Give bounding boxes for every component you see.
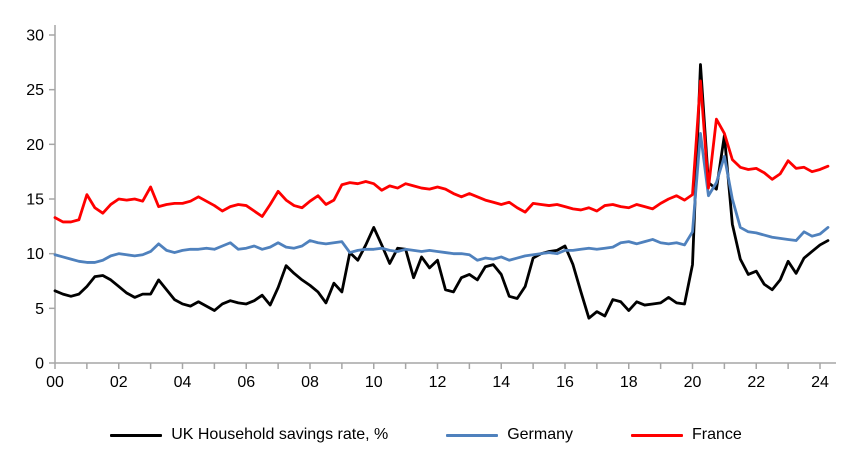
legend-item-germany: Germany xyxy=(446,426,573,444)
x-axis-tick-label: 24 xyxy=(811,374,829,391)
x-axis-tick-label: 18 xyxy=(620,374,638,391)
x-axis-tick-label: 04 xyxy=(174,374,192,391)
x-axis-tick-label: 08 xyxy=(301,374,319,391)
chart-legend: UK Household savings rate, % Germany Fra… xyxy=(0,426,852,444)
x-axis-tick-label: 16 xyxy=(556,374,574,391)
x-axis-tick-label: 02 xyxy=(110,374,128,391)
x-axis-tick-label: 14 xyxy=(492,374,510,391)
legend-line-uk-swatch xyxy=(110,433,163,437)
x-axis-tick-label: 10 xyxy=(365,374,383,391)
legend-item-uk: UK Household savings rate, % xyxy=(110,426,388,444)
legend-label-germany: Germany xyxy=(507,426,573,443)
legend-line-germany-swatch xyxy=(446,433,499,437)
y-axis-tick-label: 20 xyxy=(26,137,44,154)
x-axis-tick-label: 20 xyxy=(684,374,702,391)
y-axis-tick-label: 5 xyxy=(35,301,44,318)
legend-item-france: France xyxy=(631,426,742,444)
y-axis-tick-label: 0 xyxy=(35,356,44,373)
y-axis-tick-label: 30 xyxy=(26,28,44,45)
legend-label-uk: UK Household savings rate, % xyxy=(171,426,389,443)
x-axis-tick-label: 22 xyxy=(747,374,765,391)
y-axis-tick-label: 25 xyxy=(26,82,44,99)
legend-label-france: France xyxy=(692,426,742,443)
legend-line-france-swatch xyxy=(631,433,683,437)
y-axis-tick-label: 15 xyxy=(26,192,44,209)
x-axis-tick-label: 00 xyxy=(46,374,64,391)
y-axis-tick-label: 10 xyxy=(26,246,44,263)
series-line-france xyxy=(53,79,830,224)
chart-plot-area: 0 5 10 15 20 25 30 00 02 04 06 08 10 12 14 16 18 20 22 24 xyxy=(26,25,836,391)
x-axis-tick-label: 06 xyxy=(237,374,255,391)
series-line-germany xyxy=(53,131,830,264)
x-axis-tick-label: 12 xyxy=(429,374,447,391)
